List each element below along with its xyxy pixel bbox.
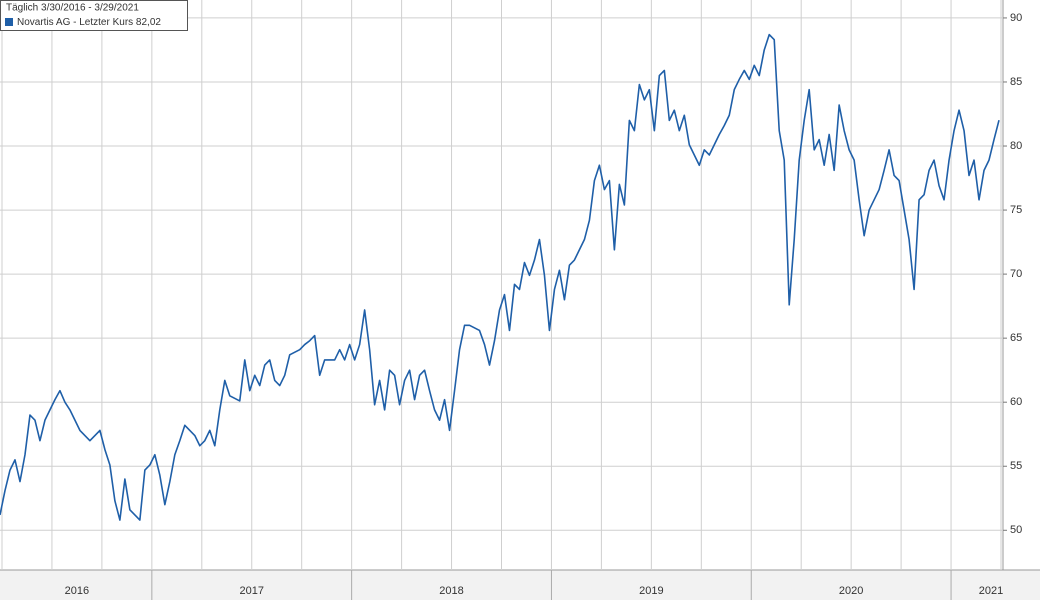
y-tick-label: 55 — [1010, 460, 1022, 472]
y-tick-label: 80 — [1010, 140, 1022, 152]
price-line — [0, 33, 1000, 521]
y-tick-label: 65 — [1010, 332, 1022, 344]
x-tick-label: 2018 — [439, 585, 463, 597]
x-axis-band — [0, 570, 1040, 600]
legend-header: Täglich 3/30/2016 - 3/29/2021 — [6, 3, 139, 14]
legend-swatch — [5, 18, 13, 26]
x-tick-label: 2020 — [839, 585, 863, 597]
y-tick-label: 75 — [1010, 204, 1022, 216]
plot — [0, 33, 1000, 521]
y-tick-label: 60 — [1010, 396, 1022, 408]
x-tick-label: 2021 — [979, 585, 1003, 597]
x-tick-label: 2019 — [639, 585, 663, 597]
legend: Täglich 3/30/2016 - 3/29/2021 Novartis A… — [0, 0, 188, 31]
y-tick-label: 85 — [1010, 76, 1022, 88]
y-tick-label: 70 — [1010, 268, 1022, 280]
x-tick-label: 2016 — [65, 585, 89, 597]
legend-label: Novartis AG - Letzter Kurs 82,02 — [17, 17, 161, 28]
legend-box — [0, 0, 188, 31]
x-tick-label: 2017 — [240, 585, 264, 597]
grid — [0, 0, 1007, 600]
y-tick-label: 90 — [1010, 12, 1022, 24]
y-tick-label: 50 — [1010, 524, 1022, 536]
